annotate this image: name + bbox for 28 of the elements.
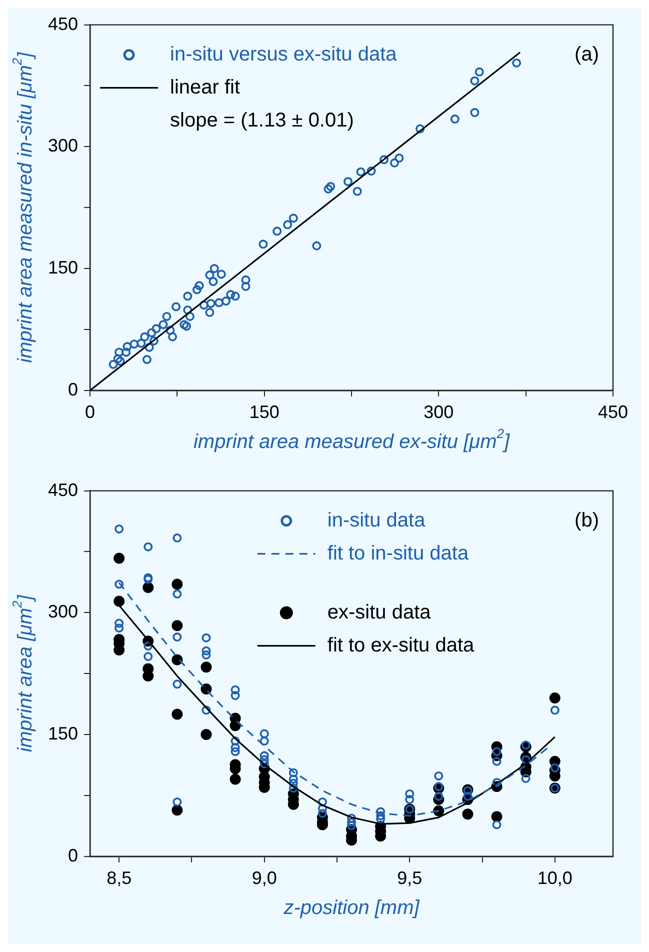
- legend-label: ex-situ data: [327, 601, 432, 624]
- x-tick-label: 150: [249, 402, 280, 422]
- legend-label: fit to in-situ data: [327, 542, 470, 564]
- y-tick-label: 300: [48, 136, 78, 156]
- y-axis-title: imprint area [μm2]: [10, 594, 37, 752]
- y-tick-label: 0: [68, 379, 78, 400]
- y-tick-label: 150: [48, 258, 78, 278]
- x-tick-label: 300: [424, 402, 454, 422]
- y-axis-title: imprint area measured in-situ [μm2]: [10, 52, 37, 363]
- x-tick-label: 450: [598, 402, 628, 422]
- legend-label: in-situ versus ex-situ data: [170, 43, 398, 66]
- x-tick-label: 8,5: [106, 868, 132, 888]
- legend-label: fit to ex-situ data: [327, 634, 475, 656]
- legend-label: linear fit: [170, 76, 241, 98]
- annotation: (b): [574, 509, 600, 532]
- legend-label: in-situ data: [327, 509, 426, 532]
- y-tick-label: 450: [48, 14, 78, 34]
- y-tick-label: 0: [68, 845, 78, 866]
- annotation: slope = (1.13 ± 0.01): [170, 109, 354, 132]
- x-tick-label: 9,0: [252, 868, 277, 888]
- x-axis-title: z-position [mm]: [282, 896, 420, 919]
- x-tick-label: 10,0: [537, 868, 572, 888]
- y-tick-label: 450: [48, 480, 78, 500]
- x-tick-label: 0: [85, 402, 96, 422]
- x-tick-label: 9,5: [397, 868, 422, 888]
- y-tick-label: 300: [48, 602, 78, 622]
- y-tick-label: 150: [48, 724, 78, 744]
- annotation: (a): [574, 43, 600, 66]
